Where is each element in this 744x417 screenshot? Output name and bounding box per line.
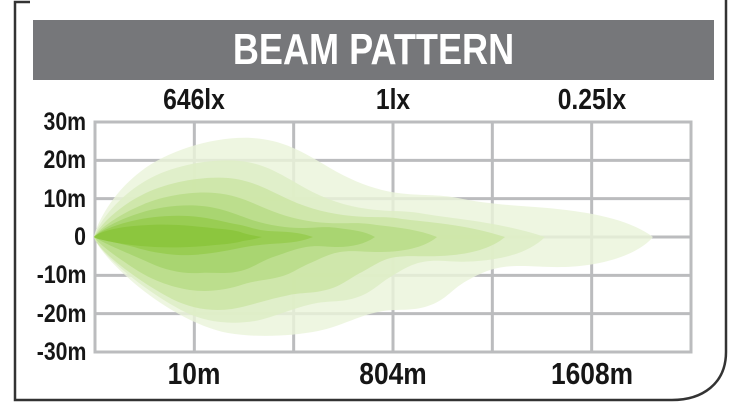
y-axis-tick: -10m xyxy=(36,261,86,289)
bottom-axis-tick: 1608m xyxy=(550,356,633,391)
title-banner: BEAM PATTERN xyxy=(33,20,714,80)
y-axis-tick: 20m xyxy=(43,146,86,174)
chart-title: BEAM PATTERN xyxy=(232,25,515,74)
page-border-line xyxy=(13,0,728,402)
bottom-axis-tick: 804m xyxy=(359,356,427,391)
beam-zone-core xyxy=(94,224,262,248)
top-axis-tick: 646lx xyxy=(163,84,226,116)
y-axis-tick: 30m xyxy=(43,108,86,136)
top-axis-tick: 0.25lx xyxy=(557,84,626,116)
beam-contour-plot xyxy=(94,137,653,336)
y-axis-tick: 10m xyxy=(43,185,86,213)
y-axis-tick: 0 xyxy=(74,223,86,251)
top-axis-tick: 1lx xyxy=(375,84,411,116)
bottom-axis-tick: 10m xyxy=(167,356,221,391)
y-axis-tick: -20m xyxy=(36,300,86,328)
y-axis-tick: -30m xyxy=(36,338,86,366)
